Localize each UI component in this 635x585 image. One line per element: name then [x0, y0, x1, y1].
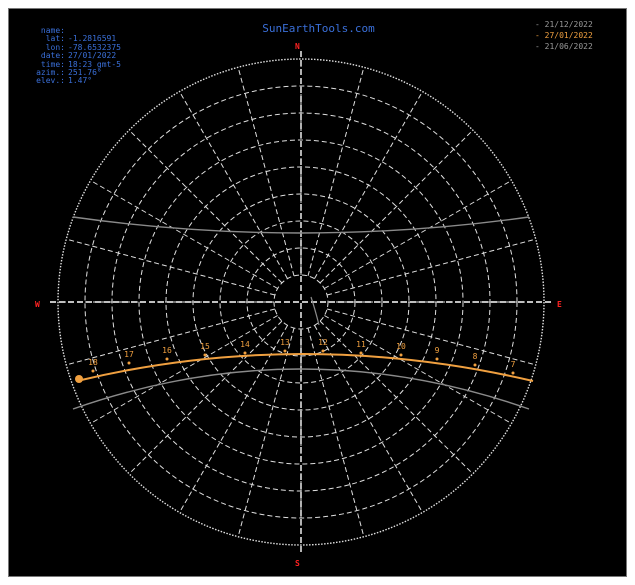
date-label: date: [40, 51, 65, 61]
noon-analemma [310, 296, 320, 326]
hour-marker [91, 369, 95, 373]
lat-value: -1.2816591 [68, 34, 117, 44]
hour-label: 11 [356, 340, 366, 349]
time-label: time: [40, 59, 65, 69]
location-info-panel: name: lat: -1.2816591 lon: -78.6532375 dat… [31, 26, 121, 86]
hour-label: 12 [318, 338, 328, 347]
hour-marker [243, 351, 247, 355]
azimuth-spoke [90, 180, 278, 289]
info-time-row: time: 18:23 gmt-5 [31, 59, 121, 69]
hour-label: 18 [88, 358, 98, 367]
azimuth-spoke [179, 91, 288, 279]
hour-label: 9 [435, 346, 440, 355]
north-label: N [295, 42, 300, 51]
lat-label: lat: [45, 34, 65, 44]
date-value: 27/01/2022 [68, 51, 117, 61]
date-legend: - 21/12/2022 - 27/01/2022 - 21/06/2022 [535, 19, 593, 52]
azimuth-spoke [66, 308, 276, 366]
hour-label: 17 [124, 350, 134, 359]
hour-label: 15 [200, 342, 210, 351]
azimuth-spoke [319, 320, 474, 475]
azim-label: azim.: [36, 68, 65, 78]
hour-marker [435, 357, 439, 361]
sun-path-diagram: 18 17 16 15 14 13 12 11 10 9 8 7 name: lat: -1.28165… [8, 8, 627, 577]
hour-marker [203, 353, 207, 357]
azimuth-spoke [179, 325, 288, 513]
altitude-ring [57, 58, 545, 546]
altitude-ring [219, 220, 383, 384]
azimuth-spoke [237, 67, 295, 277]
hour-label: 13 [280, 338, 290, 347]
azimuth-spoke [128, 320, 283, 475]
sun-path-june [72, 368, 530, 410]
hour-label: 10 [396, 342, 406, 351]
legend-label: 21/06/2022 [544, 42, 593, 51]
time-value: 18:23 gmt-5 [68, 59, 121, 69]
azimuth-spoke [324, 180, 512, 289]
brand-title: SunEarthTools.com [262, 22, 375, 35]
legend-item-winter: - 21/12/2022 [535, 20, 593, 29]
west-label: W [35, 300, 40, 309]
info-date-row: date: 27/01/2022 [31, 51, 121, 61]
azimuth-spoke [319, 129, 474, 284]
lon-value: -78.6532375 [68, 42, 121, 52]
name-label: name: [40, 26, 65, 35]
info-azim-row: azim.: 251.76° [31, 68, 121, 78]
sun-path-today [76, 353, 534, 382]
hour-label: 7 [511, 360, 516, 369]
azimuth-spoke [66, 238, 276, 296]
hour-marker [399, 353, 403, 357]
hour-label: 16 [162, 346, 172, 355]
hour-marker [511, 371, 515, 375]
altitude-ring [138, 139, 464, 465]
legend-item-summer: - 21/06/2022 [535, 42, 593, 51]
hour-marker [473, 363, 477, 367]
azimuth-spoke [326, 238, 536, 296]
hour-marker [127, 361, 131, 365]
info-lat-row: lat: -1.2816591 [31, 34, 121, 44]
azimuth-spoke [307, 327, 365, 537]
sun-path-december [72, 216, 530, 234]
legend-item-today: - 27/01/2022 [535, 31, 593, 40]
hour-marker [283, 349, 287, 353]
sun-position-marker [75, 375, 83, 383]
elev-label: elev.: [36, 76, 65, 86]
south-label: S [295, 559, 300, 568]
altitude-ring [273, 274, 329, 330]
info-lon-row: lon: -78.6532375 [31, 42, 121, 52]
azimuth-spoke [314, 91, 423, 279]
elev-value: 1.47° [68, 76, 93, 86]
azimuth-spoke [326, 308, 536, 366]
east-label: E [557, 300, 562, 309]
azimuth-spoke [307, 67, 365, 277]
info-name-row: name: [31, 26, 121, 35]
azimuth-spoke [237, 327, 295, 537]
hour-marker [165, 357, 169, 361]
hour-marker [321, 349, 325, 353]
legend-label: 21/12/2022 [544, 20, 593, 29]
hour-label: 14 [240, 340, 250, 349]
azim-value: 251.76° [68, 68, 102, 78]
hour-label: 8 [473, 352, 478, 361]
legend-label: 27/01/2022 [544, 31, 593, 40]
info-elev-row: elev.: 1.47° [31, 76, 121, 86]
hour-marker [359, 351, 363, 355]
azimuth-spoke [90, 315, 278, 424]
azimuth-spoke [324, 315, 512, 424]
azimuth-spoke [314, 325, 423, 513]
azimuth-spoke [128, 129, 283, 284]
polar-sun-chart: 18 17 16 15 14 13 12 11 10 9 8 7 [50, 51, 552, 553]
lon-label: lon: [45, 42, 65, 52]
